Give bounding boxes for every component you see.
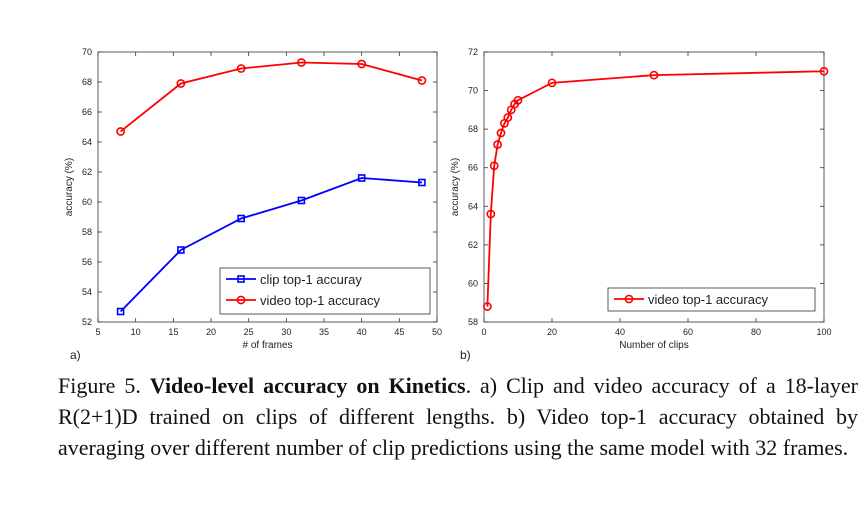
panel-b-data-point: [486, 209, 496, 219]
panel-b-y-tick-label: 72: [468, 47, 478, 57]
panel-b-y-tick-label: 64: [468, 201, 478, 211]
panel-a-x-tick-label: 35: [319, 327, 329, 337]
panel-b-x-tick-label: 0: [481, 327, 486, 337]
figure-canvas: 5 10 15 20 25 30 35 40 45 50 52 54 56 58 60 62 64 66 68 70 #…: [64, 47, 832, 362]
panel-b-y-tick-label: 62: [468, 240, 478, 250]
panel-a-legend-box: [219, 267, 431, 315]
panel-a-data-point: [417, 76, 427, 85]
panel-b-plot-frame: [483, 51, 825, 323]
panel-b-legend-marker-0: [624, 294, 634, 304]
panel-a-data-point: [176, 79, 186, 88]
panel-a-x-tick-label: 25: [244, 327, 254, 337]
panel-a-series-line-0: [119, 177, 423, 313]
panel-a-data-point: [418, 178, 426, 187]
panel-b-y-tick-label: 60: [468, 278, 478, 288]
caption-body: . a) Clip and video accuracy of a 18-lay…: [58, 373, 858, 460]
panel-b-x-tick-label: 40: [615, 327, 625, 337]
panel-a-x-tick-label: 20: [206, 327, 216, 337]
panel-b-data-point: [547, 78, 557, 88]
panel-a-data-point: [177, 246, 185, 254]
panel-a-data-point: [237, 214, 245, 223]
panel-a-x-tick-label: 10: [131, 327, 141, 337]
panel-b-y-axis-label: accuracy (%): [450, 158, 461, 216]
panel-a-y-tick-label: 54: [82, 287, 92, 297]
panel-a-x-tick-label: 15: [168, 327, 178, 337]
panel-a-data-point: [116, 307, 125, 316]
panel-a-y-tick-label: 68: [82, 77, 92, 87]
figure-label: Figure 5.: [58, 373, 141, 398]
panel-a-panel-label: a): [70, 348, 81, 362]
panel-b-data-point: [496, 128, 506, 138]
figure-caption: Figure 5. Video-level accuracy on Kineti…: [58, 370, 858, 463]
panel-b-data-point: [649, 70, 659, 80]
panel-b-data-point: [513, 95, 523, 105]
panel-a-x-tick-label: 50: [432, 327, 442, 337]
panel-a-legend-label-0: clip top-1 accuray: [260, 272, 362, 287]
panel-a-y-tick-label: 52: [82, 317, 92, 327]
panel-a-x-tick-label: 40: [357, 327, 367, 337]
panel-a-data-point: [116, 127, 125, 136]
panel-a-data-point: [357, 59, 367, 69]
panel-b-y-tick-label: 66: [468, 163, 478, 173]
panel-a-data-point: [236, 64, 246, 73]
panel-b-x-tick-label: 100: [816, 327, 831, 337]
panel-a-data-point: [297, 196, 306, 205]
panel-a-plot-frame: [97, 51, 438, 323]
panel-b-x-axis-label: Number of clips: [619, 340, 688, 351]
panel-b-y-tick-label: 58: [468, 317, 478, 327]
panel-a-y-tick-label: 56: [82, 257, 92, 267]
panel-a-x-tick-label: 30: [281, 327, 291, 337]
panel-b-legend-label-0: video top-1 accuracy: [648, 292, 768, 307]
panel-a-y-tick-label: 66: [82, 107, 92, 117]
panel-b-legend-box: [607, 287, 816, 312]
caption-bold-title: Video-level accuracy on Kinetics: [149, 373, 466, 398]
panel-a-data-point: [357, 174, 366, 182]
panel-a-y-tick-label: 62: [82, 167, 92, 177]
panel-b-data-point: [489, 161, 499, 171]
panel-b-y-tick-label: 70: [468, 86, 478, 96]
panel-a-y-tick-label: 58: [82, 227, 92, 237]
panel-a-x-axis-label: # of frames: [242, 340, 292, 351]
panel-a-legend-marker-1: [236, 295, 246, 305]
panel-b-series-line-0: [486, 70, 825, 307]
panel-a-y-axis-label: accuracy (%): [64, 158, 75, 216]
panel-a-x-tick-label: 5: [95, 327, 100, 337]
panel-a-y-tick-label: 60: [82, 197, 92, 207]
panel-b-data-point: [819, 66, 829, 76]
panel-a-y-tick-label: 70: [82, 47, 92, 57]
panel-a-legend-marker-0: [237, 275, 245, 283]
panel-b-panel-label: b): [460, 348, 471, 362]
panel-b-data-point: [503, 113, 513, 122]
panel-b-data-point: [482, 302, 492, 311]
panel-a-y-tick-label: 64: [82, 137, 92, 147]
panel-a-x-tick-label: 45: [394, 327, 404, 337]
panel-b-y-tick-label: 68: [468, 124, 478, 134]
panel-b-x-tick-label: 60: [683, 327, 693, 337]
panel-a-data-point: [296, 58, 306, 67]
panel-a-legend-label-1: video top-1 accuracy: [260, 293, 380, 308]
panel-a-series-line-1: [120, 61, 423, 133]
panel-b-data-point: [493, 140, 502, 149]
panel-b-x-tick-label: 20: [547, 327, 557, 337]
panel-b-x-tick-label: 80: [751, 327, 761, 337]
